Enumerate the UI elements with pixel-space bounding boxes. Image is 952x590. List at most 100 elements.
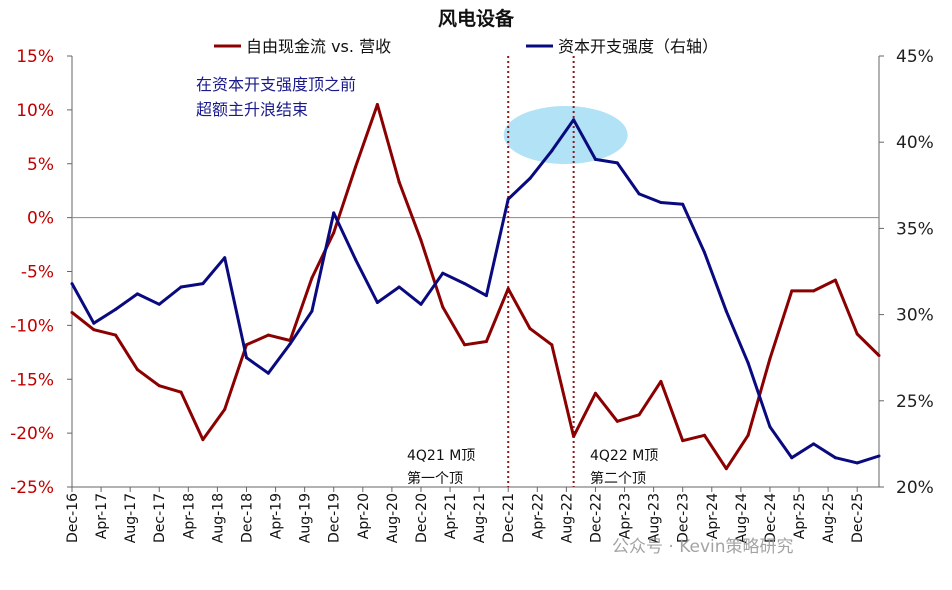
point-capex (703, 251, 707, 255)
annotation-peak2-line2: 第二个顶 (590, 470, 646, 487)
point-capex (375, 301, 379, 305)
annotation-peak1-line1: 4Q21 M顶 (407, 448, 475, 464)
point-fcf (528, 327, 532, 331)
point-capex (244, 356, 248, 360)
x-tick-label: Apr-25 (792, 493, 808, 539)
point-fcf (354, 165, 358, 169)
left-tick-label: -10% (10, 316, 54, 336)
x-tick-label: Aug-24 (734, 493, 750, 543)
x-tick-label: Dec-25 (850, 493, 866, 543)
point-capex (506, 197, 510, 201)
point-fcf (703, 433, 707, 437)
point-capex (593, 157, 597, 161)
x-tick-label: Aug-19 (298, 493, 314, 543)
x-tick-label: Dec-20 (414, 493, 430, 543)
point-fcf (244, 343, 248, 347)
x-tick-label: Dec-18 (239, 493, 255, 543)
annotation-peak2-line1: 4Q22 M顶 (590, 448, 658, 464)
point-fcf (92, 328, 96, 332)
point-capex (92, 321, 96, 325)
x-tick-label: Aug-23 (647, 493, 663, 543)
point-capex (288, 342, 292, 346)
point-capex (135, 292, 139, 296)
point-fcf (637, 413, 641, 417)
left-tick-label: 15% (16, 47, 54, 67)
point-fcf (223, 407, 227, 411)
point-fcf (833, 278, 837, 282)
highlight-ellipse (503, 106, 628, 164)
point-capex (441, 271, 445, 275)
point-fcf (877, 354, 881, 358)
x-tick-label: Apr-18 (181, 493, 197, 539)
legend-label-fcf: 自由现金流 vs. 营收 (246, 37, 391, 56)
x-tick-label: Apr-19 (269, 493, 285, 539)
right-tick-label: 45% (896, 47, 934, 67)
x-tick-label: Dec-24 (763, 493, 779, 543)
chart-title: 风电设备 (438, 7, 515, 30)
point-fcf (266, 333, 270, 337)
legend-label-capex: 资本开支强度（右轴） (558, 37, 718, 56)
point-capex (114, 307, 118, 311)
point-capex (397, 285, 401, 289)
x-tick-label: Dec-22 (588, 493, 604, 543)
point-fcf (506, 287, 510, 291)
x-tick-label: Dec-17 (152, 493, 168, 543)
x-tick-label: Apr-17 (94, 493, 110, 539)
point-fcf (790, 289, 794, 293)
point-capex (484, 294, 488, 298)
point-fcf (375, 102, 379, 106)
watermark: 公众号 · Kevin策略研究 (612, 537, 794, 557)
point-capex (70, 282, 74, 286)
point-capex (746, 361, 750, 365)
point-fcf (855, 332, 859, 336)
point-capex (572, 118, 576, 122)
left-tick-label: -20% (10, 424, 54, 444)
point-fcf (681, 439, 685, 443)
x-tick-label: Dec-23 (676, 493, 692, 543)
point-capex (855, 461, 859, 465)
right-tick-label: 20% (896, 478, 934, 498)
series-line-fcf (71, 103, 881, 471)
point-fcf (441, 305, 445, 309)
annotation-blue-line1: 在资本开支强度顶之前 (196, 75, 356, 94)
point-fcf (746, 433, 750, 437)
point-capex (790, 456, 794, 460)
point-fcf (768, 357, 772, 361)
right-tick-label: 25% (896, 392, 934, 412)
point-capex (310, 309, 314, 313)
point-fcf (70, 310, 74, 314)
point-fcf (201, 438, 205, 442)
point-capex (768, 425, 772, 429)
left-tick-label: 0% (27, 209, 54, 229)
x-tick-label: Dec-21 (501, 493, 517, 543)
left-tick-label: 10% (16, 101, 54, 121)
point-capex (615, 161, 619, 165)
left-tick-label: 5% (27, 155, 54, 175)
point-capex (201, 282, 205, 286)
point-capex (528, 176, 532, 180)
x-tick-label: Apr-22 (530, 493, 546, 539)
point-fcf (179, 390, 183, 394)
x-tick-label: Aug-18 (210, 493, 226, 543)
point-fcf (135, 368, 139, 372)
right-tick-label: 40% (896, 133, 934, 153)
x-tick-label: Dec-16 (65, 493, 81, 543)
x-tick-label: Aug-20 (385, 493, 401, 543)
point-capex (179, 285, 183, 289)
point-fcf (157, 384, 161, 388)
annotation-blue-line2: 超额主升浪结束 (196, 100, 308, 119)
point-fcf (463, 343, 467, 347)
point-capex (681, 202, 685, 206)
point-capex (833, 456, 837, 460)
x-tick-label: Apr-23 (618, 493, 634, 539)
series-line-capex (70, 118, 880, 465)
point-fcf (812, 289, 816, 293)
x-tick-label: Aug-17 (123, 493, 139, 543)
left-tick-label: -15% (10, 370, 54, 390)
x-tick-label: Aug-22 (559, 493, 575, 543)
x-tick-label: Aug-25 (821, 493, 837, 543)
point-fcf (593, 391, 597, 395)
right-tick-label: 30% (896, 306, 934, 326)
